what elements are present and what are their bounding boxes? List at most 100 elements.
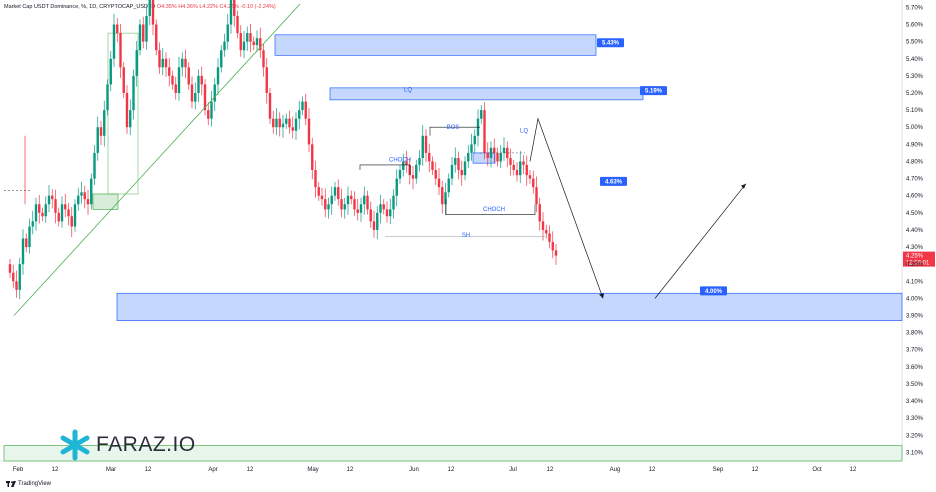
candle-body bbox=[116, 24, 119, 34]
x-tick-label: Jul bbox=[509, 467, 517, 473]
demand-zone bbox=[116, 292, 903, 321]
candle-body bbox=[470, 144, 473, 153]
y-tick-label: 3.20% bbox=[906, 433, 924, 439]
candle-body bbox=[327, 204, 330, 210]
candle-body bbox=[343, 204, 346, 210]
y-tick-label: 4.00% bbox=[906, 296, 924, 302]
y-tick-label: 3.90% bbox=[906, 314, 924, 320]
y-tick-label: 5.10% bbox=[906, 108, 924, 114]
current-price-badge bbox=[903, 251, 935, 267]
x-tick-label: 12 bbox=[145, 467, 152, 473]
candle-body bbox=[480, 110, 483, 119]
annotation-label: LQ bbox=[404, 87, 412, 93]
candle-body bbox=[60, 204, 64, 222]
consolidation-box bbox=[92, 193, 119, 210]
candle-body bbox=[333, 187, 337, 196]
candle-body bbox=[460, 170, 463, 176]
zones-layer bbox=[3, 32, 903, 462]
candle-body bbox=[379, 204, 382, 213]
candle-body bbox=[541, 221, 545, 230]
candle-body bbox=[197, 75, 200, 94]
candle-body bbox=[548, 233, 551, 242]
y-tick-label: 3.70% bbox=[906, 348, 924, 354]
price-tag-bg bbox=[597, 38, 624, 48]
choch-line-upper bbox=[359, 164, 411, 176]
impulse-box bbox=[107, 32, 139, 195]
candle-body bbox=[135, 50, 138, 76]
candle-body bbox=[434, 170, 437, 179]
candle-body bbox=[129, 110, 132, 128]
candle-body bbox=[441, 187, 444, 205]
candle-body bbox=[226, 24, 229, 42]
candle-body bbox=[428, 152, 431, 162]
candle-body bbox=[493, 147, 496, 153]
candle-body bbox=[515, 170, 519, 176]
candle-body bbox=[145, 15, 148, 42]
annotation-label: LQ bbox=[520, 128, 528, 134]
x-tick-label: 12 bbox=[649, 467, 656, 473]
brand-name: FARAZ.IO bbox=[96, 433, 196, 456]
candle-body bbox=[324, 199, 327, 210]
liquidity-zone bbox=[329, 87, 644, 101]
candle-body bbox=[538, 204, 541, 222]
candle-body bbox=[213, 84, 216, 102]
candle-body bbox=[259, 38, 262, 51]
candle-body bbox=[346, 195, 350, 205]
candle-body bbox=[359, 204, 363, 213]
candle-body bbox=[249, 33, 252, 42]
x-tick-label: 12 bbox=[547, 467, 554, 473]
grid-layer bbox=[0, 0, 903, 462]
candle-body bbox=[138, 24, 142, 51]
candle-body bbox=[119, 33, 122, 68]
y-tick-label: 3.10% bbox=[906, 450, 924, 456]
annotation-label: BOS bbox=[447, 125, 460, 131]
y-tick-label: 3.30% bbox=[906, 416, 924, 422]
candle-body bbox=[148, 0, 151, 16]
candle-body bbox=[551, 241, 554, 251]
candle-body bbox=[444, 192, 447, 205]
candle-body bbox=[311, 144, 314, 171]
candle-body bbox=[174, 84, 177, 94]
tradingview-attribution[interactable]: TradingView bbox=[6, 481, 51, 487]
arrowhead-up bbox=[741, 183, 746, 189]
candle-body bbox=[194, 93, 197, 102]
candle-body bbox=[532, 178, 535, 188]
candle-body bbox=[298, 110, 301, 119]
candle-body bbox=[168, 67, 171, 76]
choch-line-lower bbox=[445, 199, 536, 215]
y-tick-label: 4.70% bbox=[906, 177, 924, 183]
x-tick-label: Jun bbox=[409, 467, 419, 473]
candle-body bbox=[216, 67, 220, 85]
annotation-label: SH bbox=[462, 233, 470, 239]
candle-body bbox=[301, 101, 304, 111]
price-tag-label: 4.63% bbox=[605, 179, 623, 185]
rising-trendline bbox=[13, 3, 301, 316]
candle-body bbox=[320, 195, 324, 200]
candle-body bbox=[77, 195, 80, 205]
candle-body bbox=[125, 93, 129, 128]
arrowhead-down bbox=[599, 293, 604, 299]
candle-body bbox=[70, 216, 73, 227]
candle-body bbox=[385, 209, 389, 217]
x-tick-label: 12 bbox=[752, 467, 759, 473]
candle-body bbox=[473, 135, 476, 145]
candle-body bbox=[554, 250, 558, 256]
candle-body bbox=[8, 264, 12, 273]
candle-body bbox=[164, 58, 168, 68]
candle-body bbox=[25, 238, 28, 248]
y-tick-label: 4.50% bbox=[906, 211, 924, 217]
candle-body bbox=[372, 221, 376, 230]
candle-body bbox=[54, 199, 57, 213]
candle-body bbox=[73, 204, 77, 227]
candle-body bbox=[122, 67, 125, 94]
candle-body bbox=[382, 204, 385, 210]
candle-body bbox=[340, 199, 343, 210]
candle-body bbox=[220, 50, 223, 68]
y-tick-label: 3.60% bbox=[906, 365, 924, 371]
candle-body bbox=[229, 0, 233, 25]
legend-ohlc: O4.35% H4.36% L4.22% C4.25% -0.10 (-2.24… bbox=[156, 4, 276, 10]
candle-body bbox=[528, 175, 532, 179]
candle-body bbox=[112, 24, 116, 59]
candle-body bbox=[369, 209, 372, 222]
